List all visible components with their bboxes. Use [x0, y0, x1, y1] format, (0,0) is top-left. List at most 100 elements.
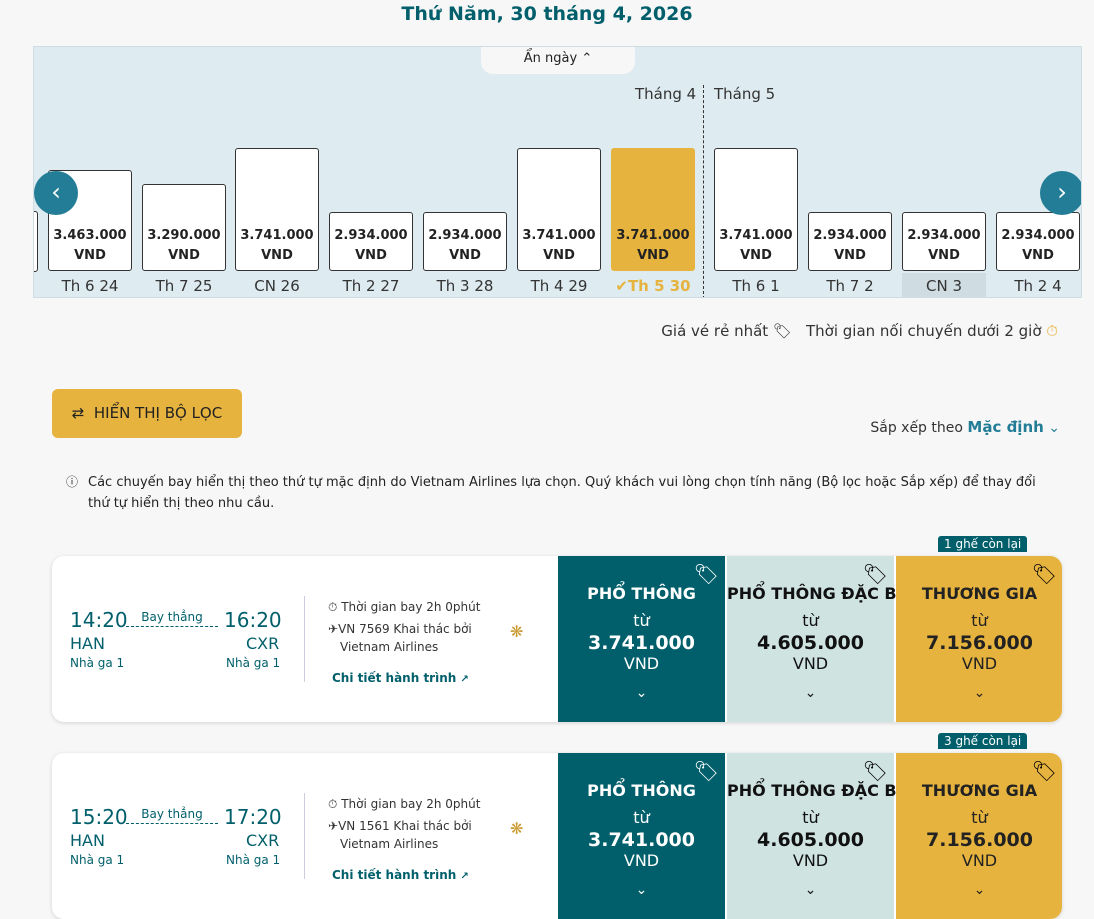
fare-from: từ [633, 808, 650, 827]
fare-option[interactable]: 🏷 THƯƠNG GIA từ 7.156.000 VND ⌄ [896, 556, 1062, 722]
day-label-text: CN 26 [254, 277, 300, 295]
destination-airport: CXR [246, 634, 280, 653]
arrival-time: 16:20 [224, 608, 282, 632]
prev-days-button[interactable]: ‹ [34, 171, 78, 215]
fare-class: THƯƠNG GIA [921, 781, 1038, 800]
fare-from: từ [971, 611, 988, 630]
day-price-bar[interactable]: 3.463.000 VND [48, 170, 132, 271]
day-label[interactable]: ✔Th 5 30 [611, 273, 695, 297]
chevron-down-icon: ⌄ [804, 882, 817, 898]
day-label[interactable]: Th 4 29 [517, 273, 601, 297]
chevron-down-icon: ⌄ [804, 685, 817, 701]
day-price: 2.934.000 [334, 228, 408, 243]
fare-option[interactable]: 🏷 PHỔ THÔNG ĐẶC BIỆT từ 4.605.000 VND ⌄ [727, 753, 925, 919]
day-label-text: Th 6 24 [61, 277, 119, 295]
day-label[interactable]: Th 2 27 [329, 273, 413, 297]
day-price-bar[interactable]: 2.934.000 VND [902, 212, 986, 271]
day-label-text: Th 7 2 [826, 277, 874, 295]
price-tag-icon: 🏷 [772, 322, 792, 340]
price-tag-icon: 🏷 [862, 562, 888, 586]
seats-left-badge: 3 ghế còn lại [938, 733, 1028, 749]
day-label[interactable]: CN 26 [235, 273, 319, 297]
itinerary-details-label: Chi tiết hành trình [332, 671, 457, 685]
sort-dropdown[interactable]: Sắp xếp theo Mặc định ⌄ [870, 418, 1060, 436]
fare-option[interactable]: 🏷 PHỔ THÔNG ĐẶC BIỆT từ 4.605.000 VND ⌄ [727, 556, 924, 722]
day-price-bar[interactable]: 2.934.000 VND [996, 212, 1080, 271]
month-label-april: Tháng 4 [635, 85, 697, 103]
day-currency: VND [928, 248, 960, 263]
day-label[interactable]: Th 7 2 [808, 273, 892, 297]
stopwatch-icon: ⏱ [1046, 322, 1058, 340]
flight-duration: ⏱ Thời gian bay 2h 0phút [328, 797, 480, 812]
day-label[interactable]: Th 3 28 [423, 273, 507, 297]
day-price: 2.934.000 [813, 228, 887, 243]
fare-price: 7.156.000 [926, 632, 1033, 654]
day-label[interactable]: CN 3 [902, 273, 986, 297]
divider [304, 793, 305, 879]
day-price: 3.290.000 [147, 227, 221, 243]
hide-days-toggle[interactable]: Ẩn ngày ⌃ [481, 47, 635, 74]
flight-card: 14:20 16:20 Bay thẳng HAN CXR Nhà ga 1 N… [52, 556, 1062, 722]
day-price: 2.934.000 [1001, 228, 1075, 243]
show-filter-button[interactable]: ⇄ HIỂN THỊ BỘ LỌC [52, 389, 242, 438]
fare-currency: VND [792, 654, 829, 673]
fare-option[interactable]: 🏷 PHỔ THÔNG từ 3.741.000 VND ⌄ [558, 556, 725, 722]
itinerary-details-link[interactable]: Chi tiết hành trình ↗ [332, 868, 469, 882]
operator: Vietnam Airlines [340, 837, 439, 851]
day-label[interactable]: Th 6 1 [714, 273, 798, 297]
sliders-icon: ⇄ [71, 404, 85, 422]
day-price-bar[interactable]: 3.741.000 VND [611, 148, 695, 271]
day-label-text: Th 2 4 [1014, 277, 1062, 295]
fare-option[interactable]: 🏷 PHỔ THÔNG từ 3.741.000 VND ⌄ [558, 753, 725, 919]
flight-number: ✈VN 1561 Khai thác bởi [328, 819, 472, 833]
day-price-bar[interactable]: 3.741.000 VND [517, 148, 601, 271]
flight-number: ✈VN 7569 Khai thác bởi [328, 622, 472, 636]
external-link-icon: ↗ [460, 674, 469, 685]
day-label-text: Th 7 25 [155, 277, 213, 295]
day-currency: VND [168, 247, 200, 263]
day-currency: VND [637, 248, 669, 263]
sort-label: Sắp xếp theo [870, 420, 963, 436]
flight-number-text: VN 7569 Khai thác bởi [338, 622, 472, 636]
operator: Vietnam Airlines [340, 640, 439, 654]
next-days-button[interactable]: › [1040, 171, 1081, 215]
chevron-down-icon: ⌄ [973, 685, 986, 701]
fare-price: 4.605.000 [757, 829, 864, 851]
partial-day-bar[interactable] [34, 211, 38, 272]
info-icon: ⓘ [66, 475, 79, 489]
day-price-bar[interactable]: 3.741.000 VND [714, 148, 798, 271]
fare-class: PHỔ THÔNG ĐẶC BIỆT [727, 781, 925, 800]
day-label-text: CN 3 [925, 277, 962, 295]
sort-value: Mặc định [967, 418, 1044, 436]
fare-option[interactable]: 🏷 THƯƠNG GIA từ 7.156.000 VND ⌄ [896, 753, 1062, 919]
day-price-bar[interactable]: 2.934.000 VND [423, 212, 507, 271]
day-price: 3.741.000 [719, 228, 793, 243]
destination-airport: CXR [246, 831, 280, 850]
day-price-bar[interactable]: 3.741.000 VND [235, 148, 319, 271]
day-price-bar[interactable]: 2.934.000 VND [808, 212, 892, 271]
price-tag-icon: 🏷 [1031, 562, 1057, 586]
day-price: 3.741.000 [522, 228, 596, 243]
legend: Giá vé rẻ nhất 🏷 Thời gian nối chuyến dư… [661, 322, 1058, 340]
chevron-down-icon: ⌄ [1048, 420, 1060, 436]
day-label[interactable]: Th 6 24 [48, 273, 132, 297]
fare-currency: VND [961, 851, 998, 870]
day-price-bar[interactable]: 2.934.000 VND [329, 212, 413, 271]
chevron-down-icon: ⌄ [635, 882, 648, 898]
day-label-text: Th 2 27 [342, 277, 400, 295]
check-circle-icon: ✔ [615, 277, 628, 295]
departure-terminal: Nhà ga 1 [70, 656, 125, 670]
day-currency: VND [74, 247, 106, 263]
duration-text: Thời gian bay 2h 0phút [341, 600, 481, 614]
month-label-may: Tháng 5 [714, 85, 776, 103]
flight-type: Bay thẳng [126, 610, 218, 627]
day-label[interactable]: Th 7 25 [142, 273, 226, 297]
divider [304, 596, 305, 682]
arrival-terminal: Nhà ga 1 [226, 853, 281, 867]
day-price-bar[interactable]: 3.290.000 VND [142, 183, 226, 271]
day-label[interactable]: Th 2 4 [996, 273, 1080, 297]
departure-time: 15:20 [70, 805, 128, 829]
price-tag-icon: 🏷 [693, 759, 719, 783]
itinerary-details-link[interactable]: Chi tiết hành trình ↗ [332, 671, 469, 685]
flight-card: 15:20 17:20 Bay thẳng HAN CXR Nhà ga 1 N… [52, 753, 1062, 919]
